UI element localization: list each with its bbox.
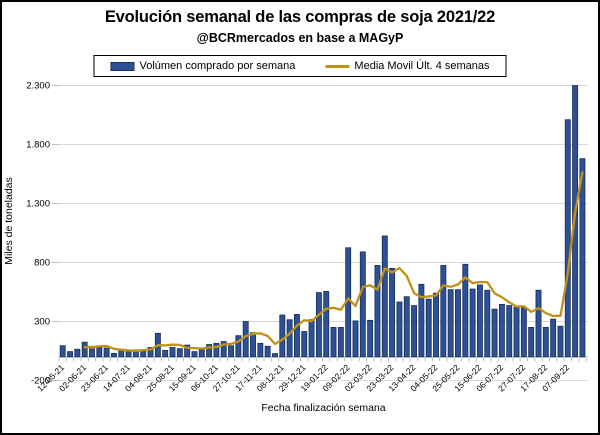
bar: [264, 345, 271, 358]
bar: [542, 326, 549, 358]
bar: [228, 345, 235, 358]
bar: [242, 321, 249, 358]
bar: [359, 251, 366, 358]
bar: [425, 298, 432, 358]
bar: [206, 344, 213, 358]
bar: [169, 347, 176, 358]
legend: Volúmen comprado por semana Media Movil …: [93, 55, 507, 77]
bar: [315, 292, 322, 358]
y-tick-label: 1.800: [26, 140, 50, 151]
legend-bar-label: Volúmen comprado por semana: [139, 60, 296, 72]
bar: [96, 347, 103, 358]
y-tick-label: 1.300: [26, 199, 50, 210]
bar: [535, 289, 542, 358]
moving-average-line: [83, 171, 584, 352]
bar: [198, 348, 205, 358]
legend-line-label: Media Movil Últ. 4 semanas: [354, 60, 490, 72]
bar: [250, 332, 256, 358]
bar: [550, 318, 557, 358]
bar: [220, 341, 227, 358]
bar: [528, 326, 535, 358]
bar: [257, 342, 264, 358]
bar: [498, 303, 505, 358]
bar: [484, 289, 491, 358]
bar: [74, 348, 81, 358]
bar: [272, 353, 278, 358]
bar: [176, 348, 183, 358]
bar: [213, 342, 220, 358]
y-tick-label: -200: [31, 376, 50, 387]
bar: [191, 351, 198, 358]
bar: [301, 331, 308, 358]
bar: [162, 350, 169, 358]
bar: [337, 326, 344, 358]
bar: [513, 306, 520, 358]
bar: [506, 305, 513, 358]
bar: [184, 344, 191, 358]
bar: [403, 296, 410, 358]
bar: [469, 288, 476, 358]
bar: [389, 267, 396, 358]
bar: [279, 314, 286, 358]
bar: [110, 352, 117, 358]
y-tick-label: 2.300: [26, 81, 50, 92]
bar: [374, 265, 381, 358]
bar: [67, 351, 73, 358]
bar: [476, 284, 483, 358]
bar: [367, 319, 374, 358]
bar: [557, 325, 564, 358]
bar: [293, 314, 300, 358]
y-tick-label: 800: [34, 258, 50, 269]
legend-line-swatch-icon: [325, 64, 350, 68]
bar: [396, 301, 403, 358]
bar: [381, 235, 388, 358]
bar: [147, 347, 154, 358]
bar: [440, 265, 447, 358]
bar: [579, 158, 586, 358]
y-tick-label: 300: [34, 317, 50, 328]
x-axis-title: Fecha finalización semana: [261, 402, 386, 414]
chart-subtitle: @BCRmercados en base a MAGyP: [196, 31, 404, 45]
bar: [520, 306, 527, 358]
chart-title: Evolución semanal de las compras de soja…: [104, 8, 496, 26]
bar: [323, 291, 330, 358]
bar: [411, 305, 418, 358]
bar: [330, 326, 337, 358]
bar: [491, 308, 498, 358]
bar: [455, 289, 461, 358]
bar: [564, 119, 571, 358]
bar: [308, 319, 315, 358]
bar: [103, 347, 110, 358]
bar: [59, 345, 66, 358]
bar: [81, 341, 88, 358]
bar: [433, 292, 439, 358]
bar: [286, 319, 293, 358]
bar: [462, 263, 469, 358]
legend-bar-swatch-icon: [110, 61, 135, 71]
bar: [447, 289, 454, 358]
bar: [235, 335, 242, 358]
bar: [418, 283, 425, 358]
bar: [352, 320, 359, 358]
